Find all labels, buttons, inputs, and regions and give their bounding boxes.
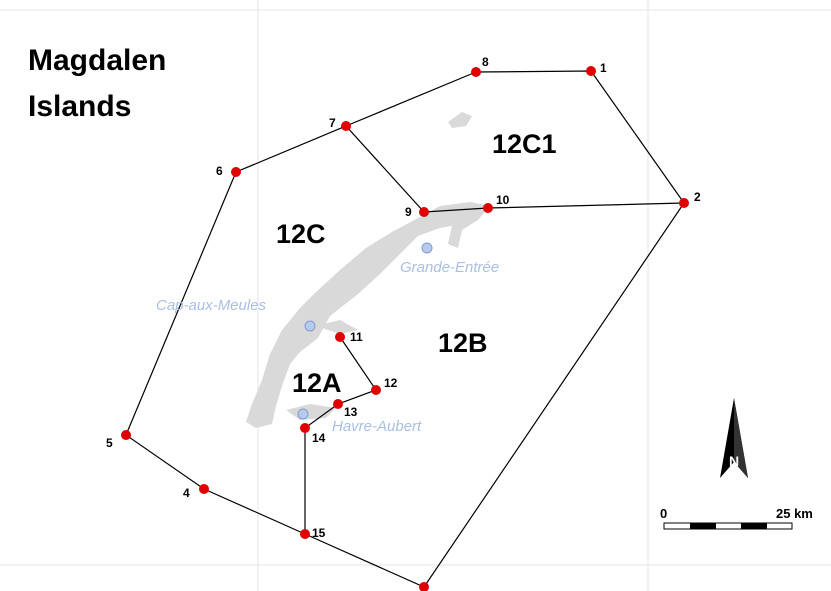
place-label: Havre-Aubert [332,418,422,435]
title-line: Islands [28,90,131,123]
point-label: 13 [344,405,358,419]
town-dots [297,242,433,420]
point-label: 10 [496,193,510,207]
scale-end: 25 km [776,506,813,521]
point-label: 4 [183,486,190,500]
north-arrow: N [720,398,748,478]
zone-label: 12C1 [492,129,557,159]
zone-label: 12A [292,368,342,398]
point-labels: 1 2 4 5 6 7 8 9 10 11 12 13 14 15 [106,55,701,540]
point-label: 6 [216,164,223,178]
title-line: Magdalen [28,44,166,77]
scale-start: 0 [660,506,667,521]
point-label: 5 [106,436,113,450]
point-label: 1 [600,61,607,75]
zone-label: 12B [438,328,488,358]
point-label: 15 [312,526,326,540]
place-labels: Grande-Entrée Cap-aux-Meules Havre-Auber… [156,259,499,435]
scale-bar: 0 25 km [660,506,813,530]
point-label: 11 [350,330,363,344]
zone-boundaries [125,70,685,588]
point-label: 2 [694,190,701,204]
compass-label: N [729,453,739,469]
point-label: 12 [384,376,398,390]
boundary-points [121,66,689,591]
point-label: 14 [312,431,326,445]
place-label: Grande-Entrée [400,259,499,276]
point-label: 9 [405,205,412,219]
zone-labels: 12C1 12C 12B 12A [276,129,557,398]
point-label: 8 [482,55,489,69]
point-label: 7 [329,116,336,130]
zone-label: 12C [276,219,326,249]
place-label: Cap-aux-Meules [156,297,267,314]
